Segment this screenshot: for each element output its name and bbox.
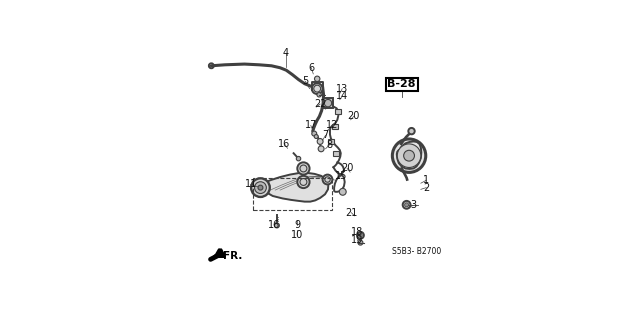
Circle shape	[404, 150, 415, 161]
Circle shape	[358, 234, 362, 237]
Text: 16: 16	[278, 139, 291, 149]
Text: 11: 11	[244, 179, 257, 189]
Text: 15: 15	[335, 171, 348, 181]
Text: 16: 16	[268, 220, 280, 230]
Circle shape	[312, 83, 323, 94]
Bar	[335, 109, 340, 114]
Text: 10: 10	[291, 230, 303, 240]
Circle shape	[298, 162, 310, 174]
Text: 18: 18	[351, 227, 364, 237]
Text: 17: 17	[305, 121, 317, 130]
Circle shape	[318, 146, 324, 152]
Circle shape	[392, 139, 426, 172]
Circle shape	[397, 144, 421, 167]
Text: B28: B28	[392, 79, 412, 89]
Text: 9: 9	[294, 220, 300, 230]
Circle shape	[324, 100, 332, 107]
Text: 4: 4	[283, 48, 289, 58]
Circle shape	[275, 223, 280, 228]
Circle shape	[314, 76, 320, 82]
Text: B-28: B-28	[387, 79, 416, 89]
Bar	[323, 99, 333, 108]
Circle shape	[403, 201, 410, 209]
Circle shape	[255, 182, 266, 194]
Bar	[333, 151, 339, 156]
Circle shape	[357, 232, 364, 239]
Text: 7: 7	[323, 130, 329, 140]
Text: 5: 5	[302, 76, 308, 86]
Circle shape	[314, 135, 318, 138]
Text: 20: 20	[341, 163, 353, 174]
Circle shape	[251, 178, 270, 197]
Circle shape	[317, 138, 323, 145]
Text: 2: 2	[423, 182, 429, 193]
Bar	[328, 139, 334, 144]
Polygon shape	[397, 141, 421, 169]
Text: 20: 20	[348, 111, 360, 122]
Circle shape	[296, 156, 301, 161]
Polygon shape	[260, 173, 328, 202]
Polygon shape	[211, 255, 215, 259]
Text: 8: 8	[326, 140, 332, 150]
Text: 21: 21	[345, 208, 358, 218]
Bar	[332, 124, 338, 129]
Text: 14: 14	[336, 91, 348, 101]
Circle shape	[323, 174, 332, 184]
Circle shape	[258, 185, 263, 190]
Circle shape	[404, 203, 408, 207]
Text: FR.: FR.	[223, 251, 243, 261]
Text: S5B3- B2700: S5B3- B2700	[392, 248, 442, 256]
Circle shape	[408, 128, 415, 134]
Circle shape	[312, 131, 317, 136]
Text: 1: 1	[423, 175, 429, 185]
Text: 12: 12	[326, 121, 339, 130]
Bar	[253, 178, 332, 210]
Text: 3: 3	[410, 200, 417, 210]
Text: 19: 19	[351, 235, 364, 245]
Circle shape	[339, 188, 346, 195]
Circle shape	[358, 240, 363, 245]
Circle shape	[298, 176, 310, 188]
Text: 13: 13	[336, 84, 348, 94]
Text: 6: 6	[308, 63, 314, 73]
Circle shape	[317, 93, 321, 97]
Text: 22: 22	[314, 99, 326, 109]
